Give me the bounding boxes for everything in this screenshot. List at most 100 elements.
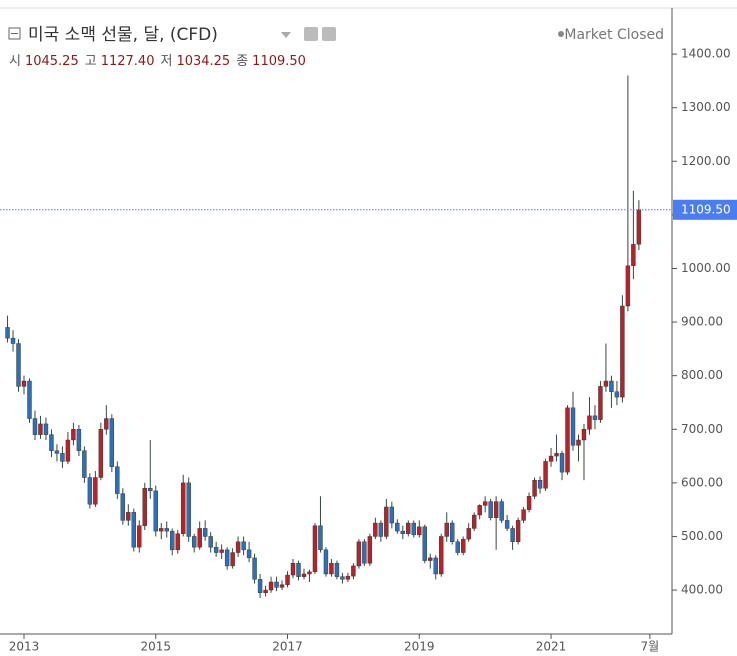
candle-body [257,579,263,593]
candle-body [296,563,301,577]
ohlc-label: 시 [9,54,21,69]
y-tick-label: 400.00 [681,583,723,597]
market-status: Market Closed [564,27,664,43]
candle-body [175,533,180,551]
candle-body [614,391,620,398]
candle-body [65,439,71,462]
dropdown-arrow[interactable] [281,32,291,38]
candle-body [373,522,378,537]
candle-body [76,429,82,451]
candle-body [510,528,515,543]
candle-body [170,530,175,551]
y-tick-label: 700.00 [681,422,723,436]
candle-body [389,506,395,524]
y-tick-label: 900.00 [681,315,723,329]
candle-body [356,541,362,567]
candle-body [115,466,120,494]
candle-body [444,522,449,537]
candle-body [137,525,142,548]
y-tick-label: 800.00 [681,368,723,382]
candle-body [197,528,202,548]
candle-body [120,493,126,521]
y-tick-label: 500.00 [681,529,723,543]
candle-body [38,423,43,435]
candle-body [159,528,164,532]
candle-body [279,584,285,588]
candle-body [148,488,153,492]
x-tick-label: 2019 [404,640,435,654]
candle-body [461,538,466,553]
ohlc-value: 1109.50 [252,54,306,69]
candle-body [213,546,219,553]
y-tick-label: 1200.00 [681,154,731,168]
candle-body [515,520,521,543]
candle-body [323,549,329,575]
x-tick-label: 7월 [641,640,660,654]
candle-body [433,557,438,575]
candle-body [439,536,444,575]
candle-body [82,450,87,478]
candle-body [543,461,548,489]
candle-body [208,536,213,548]
candle-body [548,455,554,462]
candle-body [285,574,290,585]
candle-body [43,423,49,435]
candle-body [10,337,16,344]
last-price-box [673,199,737,220]
candle-body [241,541,246,551]
candle-body [466,528,471,540]
x-tick-label: 2015 [140,640,171,654]
candle-body [565,407,570,473]
candle-body [334,563,340,577]
candle-body [60,453,65,462]
candle-body [400,530,406,534]
candle-body [631,244,636,266]
candle-body [93,477,98,505]
candle-body [153,490,158,532]
candle-body [521,509,526,521]
status-dot [558,31,564,37]
candle-body [493,501,499,518]
candle-body [87,477,93,505]
candle-body [422,526,427,561]
candle-body [5,327,10,339]
candle-body [307,571,312,575]
x-tick-label: 2021 [536,640,567,654]
candle-body [318,525,323,551]
candle-body [340,576,345,580]
eye-icon[interactable] [304,27,318,41]
candle-body [252,557,257,580]
candle-body [554,453,559,457]
y-tick-label: 1300.00 [681,100,731,114]
candle-body [625,265,631,307]
candle-body [537,479,543,489]
candle-body [49,434,54,451]
candle-body [263,589,268,593]
candle-body [54,450,60,454]
candle-body [450,522,455,543]
y-tick-label: 600.00 [681,475,723,489]
candle-body [164,528,169,532]
x-tick-label: 2013 [9,640,40,654]
candle-body [329,563,334,575]
candle-body [598,386,603,420]
candle-body [362,541,367,564]
candle-body [609,380,614,392]
candle-body [246,549,252,559]
candle-body [312,525,318,573]
candle-body [455,541,460,553]
candle-body [351,565,356,577]
candle-body [224,549,230,567]
collapse-icon[interactable] [8,27,21,40]
candle-body [274,581,279,588]
candle-body [576,439,581,446]
candle-body [471,514,477,529]
candle-body [131,512,137,548]
ohlc-legend: 시 1045.25 고 1127.40 저 1034.25 종 1109.50 [9,54,306,69]
candle-body [290,563,296,576]
candle-body [301,573,307,577]
candle-body [592,415,598,420]
candle-body [268,581,274,591]
settings-icon[interactable] [322,27,336,41]
chart-title: 미국 소맥 선물, 달, (CFD) [28,25,218,45]
